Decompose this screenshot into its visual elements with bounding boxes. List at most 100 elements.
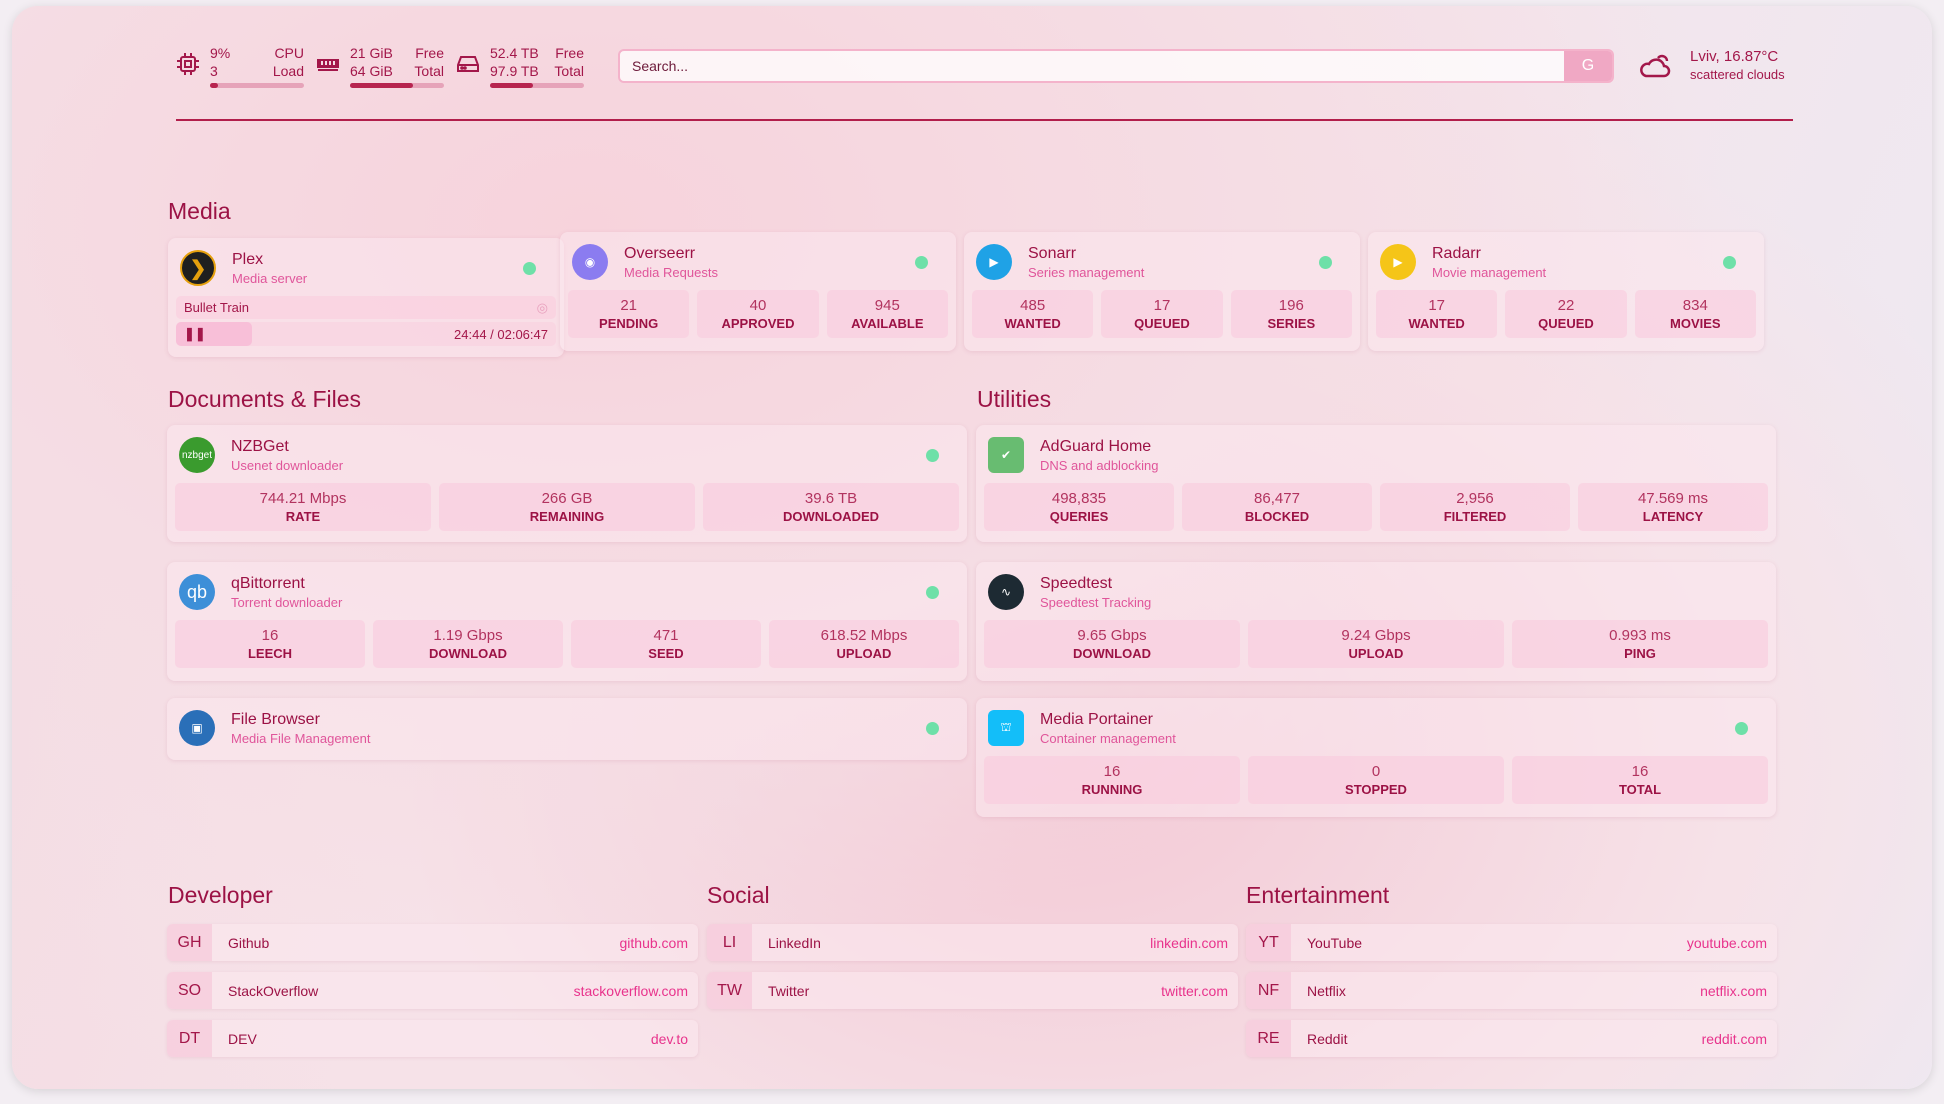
bookmark-abbr: RE xyxy=(1246,1020,1291,1057)
bookmark-dev[interactable]: DT DEV dev.to xyxy=(167,1020,698,1057)
bookmark-reddit[interactable]: RE Reddit reddit.com xyxy=(1246,1020,1777,1057)
disk-icon xyxy=(457,56,479,72)
stat-label: MOVIES xyxy=(1670,316,1721,331)
service-card-filebrowser[interactable]: ▣ File Browser Media File Management xyxy=(167,698,967,760)
stat-block: 618.52 Mbps UPLOAD xyxy=(769,620,959,668)
card-header: ∿ Speedtest Speedtest Tracking xyxy=(976,562,1776,620)
stat-value: 22 xyxy=(1557,297,1575,314)
stat-block: 0 STOPPED xyxy=(1248,756,1504,804)
cpu-widget: 9% CPU 3 Load xyxy=(176,44,304,88)
service-name: Radarr xyxy=(1432,245,1481,262)
stat-block: 9.65 Gbps DOWNLOAD xyxy=(984,620,1240,668)
stat-label: STOPPED xyxy=(1345,782,1407,797)
stat-value: 47.569 ms xyxy=(1637,490,1709,507)
status-dot xyxy=(1319,256,1332,269)
weather-temp: Lviv, 16.87°C xyxy=(1690,48,1779,65)
service-description: Media server xyxy=(232,271,308,286)
play-icon: ▶ xyxy=(1380,244,1416,280)
bookmark-url: stackoverflow.com xyxy=(573,982,688,999)
service-card-nzbget[interactable]: nzbget NZBGet Usenet downloader 744.21 Mbps… xyxy=(167,425,967,542)
stat-label: UPLOAD xyxy=(1348,646,1404,661)
cpu-load-label: Load xyxy=(272,63,304,79)
stream-icon: ◎ xyxy=(536,299,548,315)
bookmark-netflix[interactable]: NF Netflix netflix.com xyxy=(1246,972,1777,1009)
service-stats: 16 LEECH 1.19 Gbps DOWNLOAD 471 SEED 618.52 Mb… xyxy=(167,620,967,668)
service-name: Speedtest xyxy=(1040,575,1113,592)
stat-label: SEED xyxy=(648,646,684,661)
bookmark-twitter[interactable]: TW Twitter twitter.com xyxy=(707,972,1238,1009)
service-description: DNS and adblocking xyxy=(1040,458,1159,473)
stat-label: BLOCKED xyxy=(1244,509,1310,524)
plex-logo: ❯ xyxy=(180,250,216,286)
stat-label: QUERIES xyxy=(1049,509,1109,524)
now-playing-title: Bullet Train xyxy=(184,300,250,315)
stat-block: 86,477 BLOCKED xyxy=(1182,483,1372,531)
playback-progress: ❚❚ 24:44 / 02:06:47 xyxy=(176,322,556,346)
stat-block: 39.6 TB DOWNLOADED xyxy=(703,483,959,531)
memory-total-label: Total xyxy=(414,63,444,79)
service-card-adguard[interactable]: ✔ AdGuard Home DNS and adblocking 498,835 QU… xyxy=(976,425,1776,542)
status-dot xyxy=(915,256,928,269)
bookmark-stackoverflow[interactable]: SO StackOverflow stackoverflow.com xyxy=(167,972,698,1009)
service-card-sonarr[interactable]: ▶ Sonarr Series management 485 WANTED 17 QUEUE… xyxy=(964,232,1360,351)
bookmark-abbr: DT xyxy=(167,1020,212,1057)
stat-label: APPROVED xyxy=(721,316,795,331)
service-card-portainer[interactable]: ⛫ Media Portainer Container management 16 RU… xyxy=(976,698,1776,817)
stat-block: 196 SERIES xyxy=(1230,290,1352,338)
service-name: Plex xyxy=(232,251,264,268)
stat-block: 0.993 ms PING xyxy=(1512,620,1768,668)
bookmark-youtube[interactable]: YT YouTube youtube.com xyxy=(1246,924,1777,961)
stat-block: 498,835 QUERIES xyxy=(984,483,1174,531)
card-header: ▣ File Browser Media File Management xyxy=(167,698,967,756)
service-card-speedtest[interactable]: ∿ Speedtest Speedtest Tracking 9.65 Gbps DOW… xyxy=(976,562,1776,681)
crane-icon: ⛫ xyxy=(988,710,1024,746)
service-name: Overseerr xyxy=(624,245,696,262)
service-description: Usenet downloader xyxy=(231,458,344,473)
stat-block: 17 QUEUED xyxy=(1101,290,1223,338)
stat-block: 2,956 FILTERED xyxy=(1380,483,1570,531)
stat-label: TOTAL xyxy=(1618,782,1662,797)
stat-block: 16 TOTAL xyxy=(1512,756,1768,804)
floppy-icon: ▣ xyxy=(179,710,215,746)
bookmark-linkedin[interactable]: LI LinkedIn linkedin.com xyxy=(707,924,1238,961)
status-dot xyxy=(926,586,939,599)
card-header: ▶ Radarr Movie management xyxy=(1368,232,1764,290)
service-name: qBittorrent xyxy=(231,575,305,592)
bookmark-abbr: SO xyxy=(167,972,212,1009)
bookmark-abbr: LI xyxy=(707,924,752,961)
stat-value: 471 xyxy=(653,627,679,644)
service-description: Container management xyxy=(1040,731,1176,746)
stat-block: 21 PENDING xyxy=(568,290,690,338)
bookmark-name: Twitter xyxy=(768,982,810,999)
stat-block: 1.19 Gbps DOWNLOAD xyxy=(373,620,563,668)
stat-value: 9.65 Gbps xyxy=(1077,627,1147,644)
memory-icon xyxy=(317,59,339,71)
stat-value: 16 xyxy=(1631,763,1649,780)
service-description: Media File Management xyxy=(231,731,371,746)
section-title-social: Social xyxy=(707,882,770,908)
cpu-label: CPU xyxy=(274,45,304,61)
stat-block: 834 MOVIES xyxy=(1634,290,1756,338)
pause-icon[interactable]: ❚❚ xyxy=(184,326,206,341)
bookmark-abbr: NF xyxy=(1246,972,1291,1009)
service-card-plex[interactable]: ❯ Plex Media server Bullet Train ◎ ❚❚ 24:4… xyxy=(168,238,564,357)
stat-label: FILTERED xyxy=(1443,509,1507,524)
service-card-radarr[interactable]: ▶ Radarr Movie management 17 WANTED 22 QUEUED 8… xyxy=(1368,232,1764,351)
section-title-utilities: Utilities xyxy=(977,386,1052,412)
stat-block: 40 APPROVED xyxy=(697,290,819,338)
stat-label: WANTED xyxy=(1408,316,1465,331)
status-dot xyxy=(1735,722,1748,735)
search-provider-button[interactable]: G xyxy=(1564,51,1612,81)
service-card-qbittorrent[interactable]: qb qBittorrent Torrent downloader 16 LEECH 1.… xyxy=(167,562,967,681)
service-card-overseerr[interactable]: ◉ Overseerr Media Requests 21 PENDING 40 APPRO… xyxy=(560,232,956,351)
memory-free-value: 21 GiB xyxy=(350,45,393,61)
bookmark-name: Netflix xyxy=(1307,982,1346,999)
bookmark-github[interactable]: GH Github github.com xyxy=(167,924,698,961)
card-header: ▶ Sonarr Series management xyxy=(964,232,1360,290)
search-input[interactable] xyxy=(620,58,1564,74)
stat-value: 834 xyxy=(1682,297,1708,314)
nzbget-logo: nzbget xyxy=(179,437,215,473)
stat-label: RATE xyxy=(285,509,321,524)
bookmark-url: netflix.com xyxy=(1700,982,1767,999)
card-title: NZBGet Usenet downloader xyxy=(231,437,926,475)
